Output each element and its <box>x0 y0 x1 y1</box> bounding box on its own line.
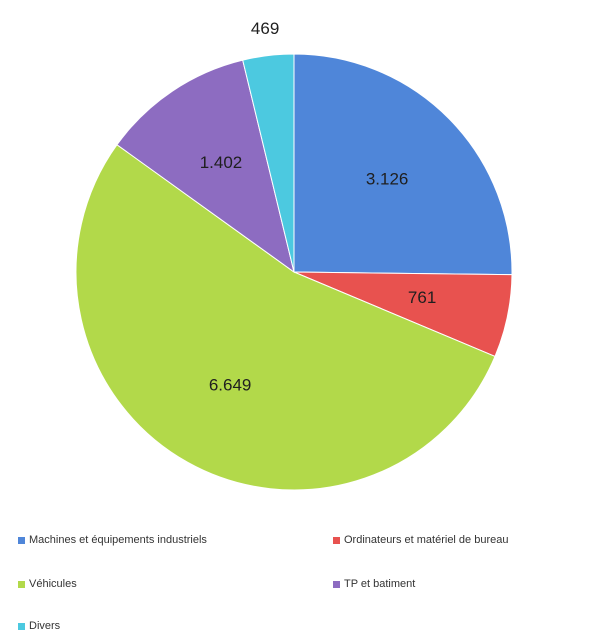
pie-slice-divers <box>242 53 295 273</box>
chart-legend: Machines et équipements industriels Ordi… <box>18 534 608 634</box>
pie-slice-vehicules <box>75 144 496 491</box>
legend-swatch-tp-batiment <box>333 580 340 588</box>
data-label-ordinateurs: 761 <box>408 288 436 307</box>
legend-item-machines: Machines et équipements industriels <box>18 534 207 546</box>
legend-swatch-divers <box>18 622 25 630</box>
legend-swatch-ordinateurs <box>333 536 340 544</box>
legend-label-machines: Machines et équipements industriels <box>29 534 207 546</box>
legend-label-vehicules: Véhicules <box>29 578 77 590</box>
legend-label-tp-batiment: TP et batiment <box>344 578 416 590</box>
legend-item-ordinateurs: Ordinateurs et matériel de bureau <box>333 534 508 546</box>
pie-slice-tp-batiment <box>116 59 295 274</box>
legend-swatch-vehicules <box>18 580 25 588</box>
data-label-vehicules: 6.649 <box>209 376 252 395</box>
data-label-divers: 469 <box>251 19 279 38</box>
legend-item-divers: Divers <box>18 620 60 632</box>
data-label-machines: 3.126 <box>366 170 409 189</box>
legend-item-tp-batiment: TP et batiment <box>333 578 415 590</box>
pie-slice-machines <box>293 53 513 276</box>
data-label-tp-batiment: 1.402 <box>200 153 243 172</box>
legend-label-divers: Divers <box>29 620 61 632</box>
legend-swatch-machines <box>18 536 25 544</box>
legend-label-ordinateurs: Ordinateurs et matériel de bureau <box>344 534 509 546</box>
legend-item-vehicules: Véhicules <box>18 578 77 590</box>
